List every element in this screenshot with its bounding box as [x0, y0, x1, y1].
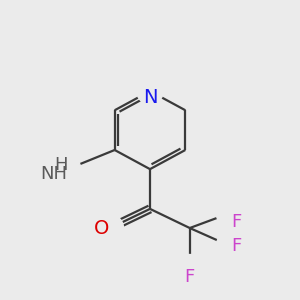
Text: NH: NH: [40, 165, 68, 183]
Circle shape: [54, 156, 81, 182]
Circle shape: [216, 232, 243, 259]
Text: H: H: [54, 156, 68, 174]
Text: F: F: [231, 213, 241, 231]
Text: F: F: [184, 268, 195, 286]
Circle shape: [97, 215, 124, 241]
Text: F: F: [231, 237, 241, 255]
Circle shape: [137, 78, 163, 104]
Circle shape: [216, 200, 243, 226]
Text: O: O: [93, 218, 109, 238]
Text: N: N: [143, 88, 157, 107]
Circle shape: [176, 254, 203, 281]
